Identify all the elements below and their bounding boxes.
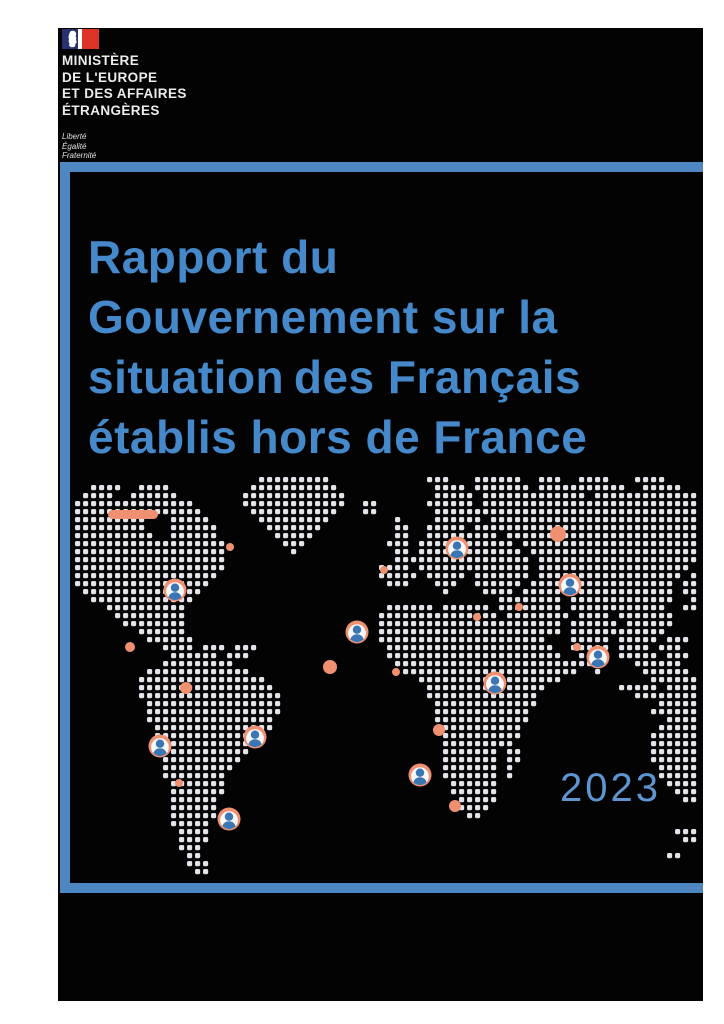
orange-highlight-bar	[108, 510, 158, 519]
orange-location-dot	[180, 682, 192, 694]
orange-location-dot	[392, 668, 400, 676]
title-line: Rapport du	[88, 231, 339, 283]
ministry-line: DE L'EUROPE	[62, 69, 158, 85]
cover-black-panel	[58, 28, 703, 1001]
orange-location-dot	[226, 543, 234, 551]
blue-cover-frame	[60, 162, 703, 893]
republic-motto: Liberté Égalité Fraternité	[62, 132, 187, 161]
title-line: situation des Français	[88, 351, 582, 403]
person-marker-icon	[345, 620, 369, 644]
ministry-line: ÉTRANGÈRES	[62, 102, 160, 118]
person-marker-icon	[217, 807, 241, 831]
motto-line: Égalité	[62, 141, 87, 151]
world-dot-map	[75, 477, 697, 875]
ministry-name: MINISTÈRE DE L'EUROPE ET DES AFFAIRES ÉT…	[62, 53, 187, 119]
person-marker-icon	[148, 734, 172, 758]
person-marker-icon	[558, 573, 582, 597]
orange-location-dot	[449, 800, 461, 812]
motto-line: Liberté	[62, 132, 87, 141]
cover-year: 2023	[560, 766, 661, 810]
cover-title: Rapport du Gouvernement sur la situation…	[88, 227, 587, 467]
person-marker-icon	[586, 645, 610, 669]
title-line: Gouvernement sur la	[88, 291, 558, 343]
motto-line: Fraternité	[62, 151, 97, 160]
orange-location-dot	[125, 642, 135, 652]
ministry-line: MINISTÈRE	[62, 53, 140, 68]
orange-location-dot	[573, 643, 581, 651]
title-line: établis hors de France	[88, 411, 588, 463]
person-marker-icon	[163, 578, 187, 602]
ministry-logo-block: MINISTÈRE DE L'EUROPE ET DES AFFAIRES ÉT…	[62, 29, 187, 161]
person-marker-icon	[483, 671, 507, 695]
orange-location-dot	[175, 779, 183, 787]
person-marker-icon	[445, 536, 469, 560]
orange-location-dot	[473, 613, 481, 621]
orange-location-dot	[550, 526, 566, 542]
french-flag-marianne-icon	[62, 29, 99, 49]
person-marker-icon	[408, 763, 432, 787]
orange-location-dot	[515, 603, 523, 611]
orange-location-dot	[433, 724, 445, 736]
orange-location-dot	[380, 566, 388, 574]
ministry-line: ET DES AFFAIRES	[62, 86, 187, 101]
orange-location-dot	[323, 660, 337, 674]
person-marker-icon	[243, 725, 267, 749]
marianne-profile-icon	[68, 30, 77, 48]
